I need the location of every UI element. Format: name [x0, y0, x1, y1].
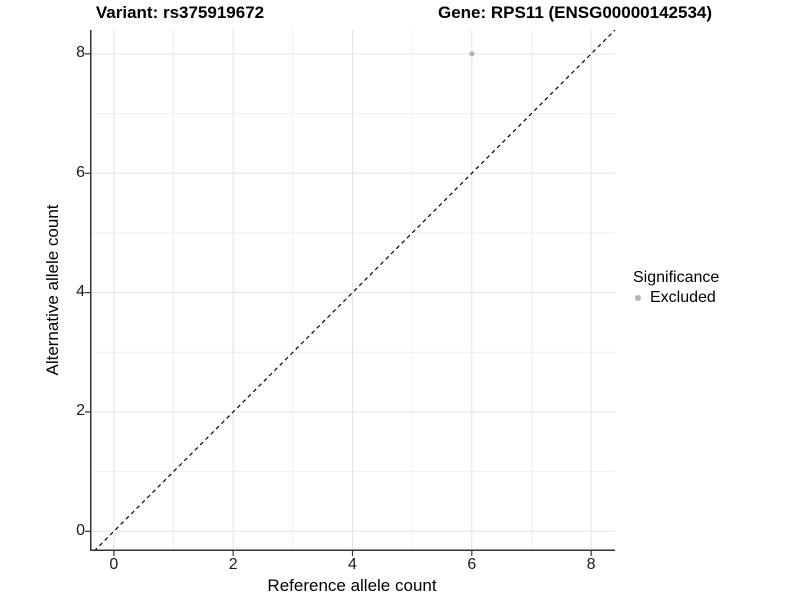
legend-key	[631, 291, 645, 305]
legend-item-label: Excluded	[650, 289, 716, 306]
y-tick-label: 2	[76, 402, 85, 420]
legend-items: Excluded	[631, 288, 719, 308]
y-tick-label: 6	[76, 163, 85, 181]
x-tick-label: 6	[467, 556, 477, 573]
x-tick-label: 0	[109, 556, 119, 573]
legend-title: Significance	[633, 269, 720, 286]
identity-line	[93, 29, 616, 552]
x-tick-label: 8	[586, 556, 596, 573]
plot-title-gene: Gene: RPS11 (ENSG00000142534)	[437, 3, 713, 22]
y-tick-label: 0	[76, 521, 85, 539]
x-tick-label: 4	[348, 556, 357, 573]
legend-point-icon	[635, 295, 641, 301]
legend: Significance Excluded	[631, 268, 719, 308]
y-axis-title: Alternative allele count	[43, 204, 62, 376]
x-axis-title: Reference allele count	[267, 576, 437, 595]
data-point	[469, 51, 475, 57]
y-tick-label: 4	[76, 283, 85, 301]
plot-panel	[85, 29, 616, 556]
y-tick-label: 8	[76, 44, 85, 62]
legend-item: Excluded	[631, 288, 719, 308]
x-tick-label: 2	[228, 556, 238, 573]
plot-title-variant: Variant: rs375919672	[95, 3, 265, 22]
